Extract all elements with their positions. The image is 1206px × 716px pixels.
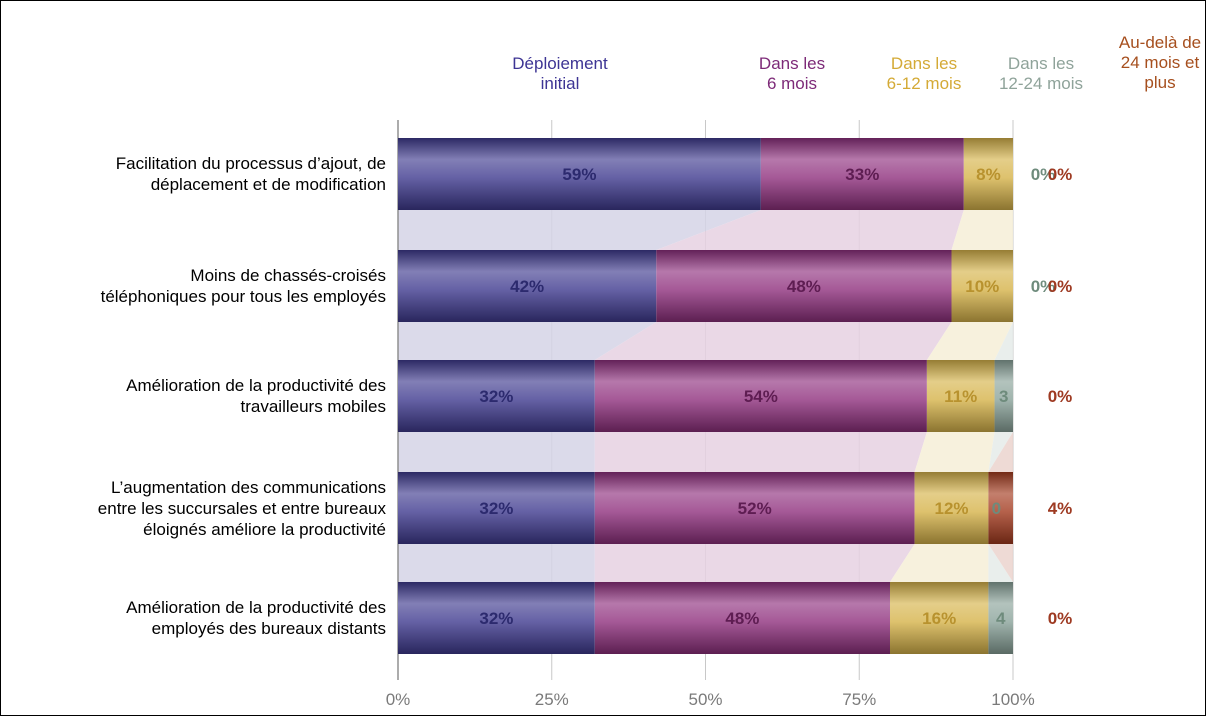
bar-segment (963, 138, 1013, 210)
connector-band (988, 432, 1013, 472)
data-label: 48% (787, 277, 821, 296)
bar-segment (398, 138, 761, 210)
data-label: 0% (1031, 277, 1056, 296)
bar-segment (398, 250, 657, 322)
data-label: 10% (965, 277, 999, 296)
data-label: 54% (744, 387, 778, 406)
x-tick-label: 0% (386, 690, 411, 709)
bar-segment (594, 472, 915, 544)
bar-segment (988, 472, 1013, 544)
x-tick-label: 50% (688, 690, 722, 709)
connector-band (988, 544, 1013, 582)
category-label: Facilitation du processus d’ajout, de dé… (115, 154, 386, 194)
bar-segment (926, 360, 995, 432)
data-label: 32% (479, 609, 513, 628)
data-label: 0% (1031, 165, 1056, 184)
data-label: 33% (845, 165, 879, 184)
legend-entry: Déploiement initial (512, 54, 608, 93)
data-label: 32% (479, 499, 513, 518)
legend-entry: Dans les 6 mois (758, 54, 826, 93)
legend-entry: Dans les 12-24 mois (998, 54, 1084, 93)
category-label: L’augmentation des communications entre … (97, 477, 386, 539)
data-label: 0 (992, 499, 1001, 518)
data-label: 4 (996, 609, 1006, 628)
category-label: Moins de chassés-croisés téléphoniques p… (100, 266, 386, 306)
bar-segment (988, 582, 1013, 654)
connector-band (594, 322, 952, 360)
bar-segment (994, 360, 1013, 432)
legend-entry: Au-delà de 24 mois et plus (1118, 33, 1202, 92)
data-label: 0% (1048, 387, 1073, 406)
connector-band (594, 544, 915, 582)
data-label: 52% (738, 499, 772, 518)
data-label: 3 (999, 387, 1008, 406)
data-label: 16% (922, 609, 956, 628)
connector-band (914, 432, 995, 472)
bar-segment (951, 250, 1013, 322)
category-label: Amélioration de la productivité des empl… (126, 598, 386, 638)
connector-band (594, 432, 927, 472)
legend-entry: Dans les 6-12 mois (886, 54, 962, 93)
data-label: 12% (934, 499, 968, 518)
category-label: Amélioration de la productivité des trav… (126, 376, 386, 416)
connector-band (951, 210, 1013, 250)
connector-band (656, 210, 964, 250)
connector-band (926, 322, 1013, 360)
connector-band (398, 544, 595, 582)
bar-segment (398, 360, 595, 432)
x-tick-label: 25% (535, 690, 569, 709)
data-label: 0% (1048, 277, 1073, 296)
x-tick-label: 75% (842, 690, 876, 709)
connector-band (890, 544, 989, 582)
data-label: 8% (976, 165, 1001, 184)
bar-segment (890, 582, 989, 654)
x-tick-label: 100% (991, 690, 1034, 709)
bar-segment (656, 250, 952, 322)
bar-segment (914, 472, 989, 544)
bar-segment (594, 582, 890, 654)
data-label: 0% (1048, 609, 1073, 628)
bar-segment (760, 138, 964, 210)
bar-segment (398, 582, 595, 654)
bar-segment (398, 472, 595, 544)
connector-band (398, 432, 595, 472)
data-label: 42% (510, 277, 544, 296)
data-label: 59% (562, 165, 596, 184)
data-label: 32% (479, 387, 513, 406)
connector-band (398, 322, 657, 360)
connector-band (398, 210, 761, 250)
data-label: 11% (944, 387, 977, 406)
connector-band (994, 322, 1013, 360)
data-label: 0% (1048, 165, 1073, 184)
bar-segment (594, 360, 927, 432)
data-label: 48% (725, 609, 759, 628)
data-label: 4% (1048, 499, 1073, 518)
